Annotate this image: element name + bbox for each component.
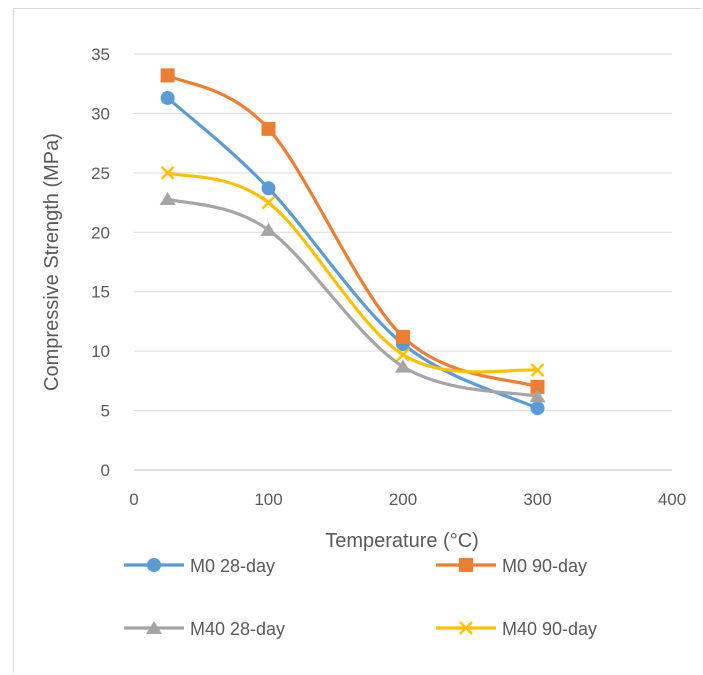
legend-item: M40 90-day xyxy=(436,619,597,639)
legend-label: M40 90-day xyxy=(502,619,597,639)
data-point-triangle xyxy=(146,621,162,634)
legend-item: M0 28-day xyxy=(124,556,275,576)
data-point-triangle xyxy=(395,359,411,373)
y-tick-label: 0 xyxy=(101,461,110,480)
x-tick-label: 300 xyxy=(523,490,551,509)
series-layer xyxy=(159,68,546,416)
y-tick-label: 30 xyxy=(91,104,110,123)
data-point-x xyxy=(160,165,175,180)
data-point-circle xyxy=(261,181,276,196)
legend-item: M0 90-day xyxy=(436,556,587,576)
series-line xyxy=(166,96,540,410)
x-tick-label: 100 xyxy=(254,490,282,509)
data-point-x xyxy=(530,363,545,378)
x-tick-label: 0 xyxy=(129,490,138,509)
series-line xyxy=(166,197,540,398)
data-point-triangle xyxy=(159,192,176,206)
data-point-square xyxy=(396,329,410,344)
data-point-x xyxy=(396,347,410,362)
data-point-square xyxy=(261,121,276,136)
data-point-circle xyxy=(530,401,545,416)
data-point-x xyxy=(459,621,473,635)
y-tick-label: 35 xyxy=(91,45,110,64)
series-line xyxy=(166,73,540,389)
legend: M0 28-day M0 90-day M40 28-day M40 90-day xyxy=(124,556,597,639)
series-m0-90-day xyxy=(160,68,545,394)
y-tick-label: 20 xyxy=(91,223,110,242)
y-tick-label: 15 xyxy=(91,283,110,302)
y-tick-label: 25 xyxy=(91,164,110,183)
series-line xyxy=(166,171,540,374)
series-m0-28-day xyxy=(160,90,545,416)
y-axis-title: Compressive Strength (MPa) xyxy=(41,133,63,391)
legend-label: M0 28-day xyxy=(190,556,275,576)
y-tick-label: 10 xyxy=(91,342,110,361)
legend-label: M40 28-day xyxy=(190,619,285,639)
x-tick-label: 200 xyxy=(389,490,417,509)
data-point-circle xyxy=(160,90,175,105)
data-point-circle xyxy=(147,558,161,572)
data-point-square xyxy=(459,558,473,572)
data-point-triangle xyxy=(529,389,546,403)
data-point-square xyxy=(530,379,545,394)
data-point-triangle xyxy=(260,222,277,236)
tick-labels: 0 5 10 15 20 25 30 35 0 100 200 300 400 xyxy=(91,45,686,509)
data-point-x xyxy=(261,195,276,210)
legend-item: M40 28-day xyxy=(124,619,285,639)
y-tick-label: 5 xyxy=(101,402,110,421)
series-m40-28-day xyxy=(159,192,546,403)
x-axis-title: Temperature (°C) xyxy=(325,530,479,552)
x-tick-label: 400 xyxy=(658,490,686,509)
series-m40-90-day xyxy=(160,165,545,378)
chart-area xyxy=(13,8,701,673)
data-point-square xyxy=(160,68,175,83)
legend-label: M0 90-day xyxy=(502,556,587,576)
gridlines xyxy=(134,53,672,412)
